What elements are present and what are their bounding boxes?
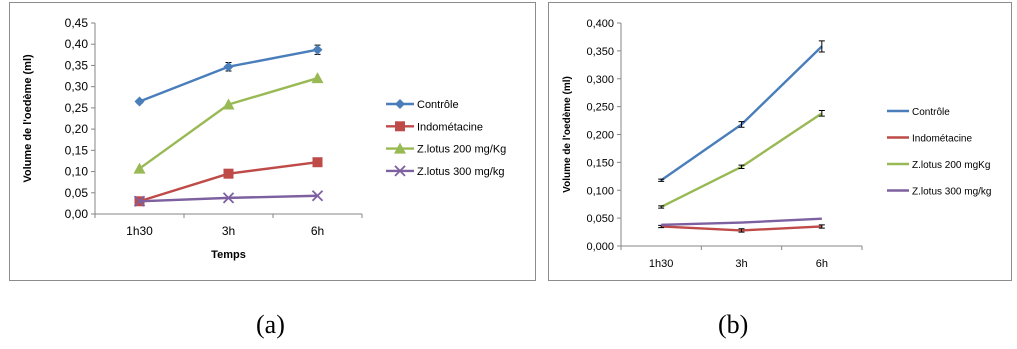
data-point-marker [312,44,323,55]
series-line-1 [139,48,318,103]
y-tick-label: 0,300 [586,74,614,86]
y-tick-label: 0,35 [65,58,89,72]
x-tick-label: 3h [222,224,235,238]
x-tick-label: 6h [816,258,828,270]
data-point-marker [223,168,234,179]
data-point-marker [133,195,146,207]
y-tick-label: 0,10 [65,165,89,179]
y-tick-label: 0,00 [65,207,89,221]
legend-marker-4 [394,165,406,177]
chart-panel-b: 0,000 0,050 0,100 0,150 0,200 0,250 0,300 0,350… [548,2,1012,281]
error-bar [818,40,825,53]
data-point-marker [222,192,235,204]
y-tick-label: 0,400 [586,18,614,30]
error-bar [818,110,825,117]
series-line-4 [661,217,822,227]
chart-a-svg: 0,00 0,05 0,10 0,15 0,20 0,25 0,30 0,35 0,40 0,45… [22,16,506,261]
chart-panel-a: 0,00 0,05 0,10 0,15 0,20 0,25 0,30 0,35 0,40 0,45… [9,2,536,281]
y-tick-label: 0,25 [65,101,89,115]
legend-marker-3 [394,142,406,154]
error-bar [738,164,745,170]
data-point-marker [222,98,235,110]
legend-label-3: Z.lotus 200 mgKg [912,160,990,171]
y-axis-label: Volume de l'oedème (ml) [22,54,34,183]
legend-label-2: Indométacine [417,121,483,133]
y-tick-label: 0,15 [65,143,89,157]
legend-label-4: Z.lotus 300 mg/kg [912,187,991,198]
y-tick-label: 0,350 [586,46,614,58]
error-bar [658,178,665,182]
y-tick-label: 0,050 [586,213,614,225]
y-tick-label: 0,30 [65,80,89,94]
x-tick-label: 1h30 [649,258,673,270]
y-tick-label: 0,100 [586,185,614,197]
y-tick-label: 0,05 [65,186,89,200]
error-bar [818,224,825,229]
legend-label-4: Z.lotus 300 mg/kg [417,166,504,178]
y-tick-label: 0,20 [65,122,89,136]
error-bar [738,228,745,233]
series-line-1 [660,45,823,182]
x-tick-label: 3h [735,258,747,270]
error-bar [738,121,745,128]
data-point-marker [312,157,323,168]
y-tick-label: 0,200 [586,130,614,142]
legend-marker-2 [395,121,405,132]
y-tick-label: 0,250 [586,102,614,114]
x-tick-label: 6h [311,224,324,238]
chart-b-svg: 0,000 0,050 0,100 0,150 0,200 0,250 0,300 0,350… [562,18,991,270]
x-tick-label: 1h30 [126,224,153,238]
data-point-marker [134,96,145,107]
data-point-marker [311,72,324,84]
data-point-marker [223,61,234,72]
legend-label-3: Z.lotus 200 mg/Kg [417,144,506,156]
caption-b: (b) [718,310,749,339]
x-axis-label: Temps [211,249,246,261]
error-bar [658,205,665,209]
legend-label-1: Contrôle [912,107,950,118]
legend-marker-1 [395,99,405,109]
legend-label-1: Contrôle [417,99,459,111]
caption-a: (a) [256,310,285,339]
y-tick-label: 0,40 [65,37,89,51]
y-tick-label: 0,45 [65,16,89,30]
legend-label-2: Indométacine [912,134,972,145]
data-point-marker [311,190,324,202]
data-point-marker [133,162,146,174]
y-tick-label: 0,000 [586,241,614,253]
y-tick-label: 0,150 [586,157,614,169]
y-axis-label: Volume de l'oedème (ml) [562,76,573,193]
